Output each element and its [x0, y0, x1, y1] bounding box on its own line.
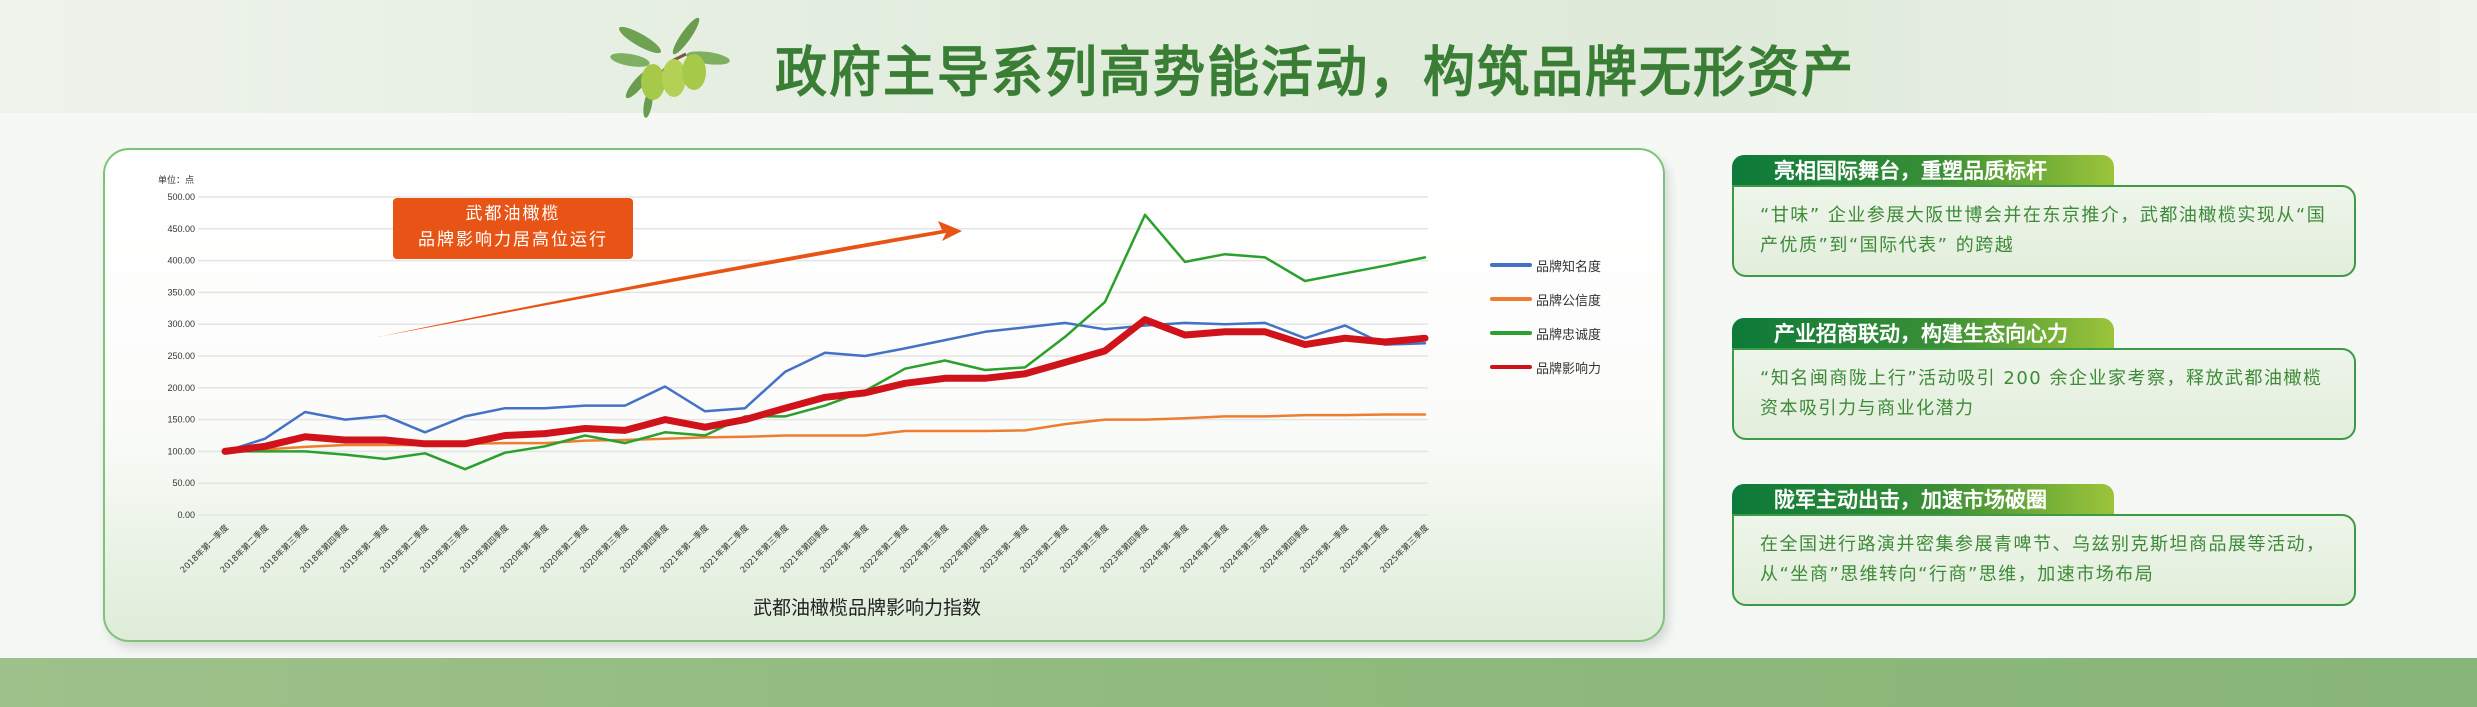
panel-heading: 产业招商联动，构建生态向心力 — [1732, 318, 2114, 350]
legend-label: 品牌公信度 — [1536, 293, 1602, 309]
chart-legend: 品牌知名度 品牌公信度 品牌忠诚度 品牌影响力 — [1490, 248, 1601, 384]
y-tick-label: 100.00 — [167, 446, 195, 456]
y-tick-label: 450.00 — [167, 224, 195, 234]
legend-swatch-icon — [1490, 263, 1532, 267]
legend-item-influence: 品牌影响力 — [1490, 350, 1601, 384]
callout-line-2: 品牌影响力居高位运行 — [418, 230, 608, 250]
y-tick-label: 250.00 — [167, 351, 195, 361]
page-title: 政府主导系列高势能活动，构筑品牌无形资产 — [775, 40, 1856, 105]
trend-arrow-icon — [378, 221, 962, 337]
y-tick-label: 500.00 — [167, 192, 195, 202]
legend-item-credibility: 品牌公信度 — [1490, 282, 1601, 316]
panel-heading: 亮相国际舞台，重塑品质标杆 — [1732, 155, 2114, 187]
legend-swatch-icon — [1490, 365, 1532, 369]
olive-branch-icon — [610, 17, 730, 118]
y-tick-label: 50.00 — [172, 478, 195, 488]
y-tick-label: 350.00 — [167, 287, 195, 297]
legend-item-awareness: 品牌知名度 — [1490, 248, 1601, 282]
legend-swatch-icon — [1490, 331, 1532, 335]
series-line-3 — [221, 316, 1429, 455]
chart-card — [103, 148, 1665, 642]
panel-body: “甘味” 企业参展大阪世博会并在东京推介，武都油橄榄实现从“国产优质”到“国际代… — [1732, 185, 2356, 277]
panel-heading: 陇军主动出击，加速市场破圈 — [1732, 484, 2114, 516]
y-tick-label: 200.00 — [167, 383, 195, 393]
legend-swatch-icon — [1490, 297, 1532, 301]
series-line-2 — [223, 213, 1427, 471]
legend-label: 品牌知名度 — [1536, 259, 1602, 275]
y-tick-label: 300.00 — [167, 319, 195, 329]
panel-body: 在全国进行路演并密集参展青啤节、乌兹别克斯坦商品展等活动，从“坐商”思维转向“行… — [1732, 514, 2356, 606]
y-axis-unit-label: 单位：点 — [158, 176, 195, 186]
panel-body: “知名闽商陇上行”活动吸引 200 余企业家考察，释放武都油橄榄资本吸引力与商业… — [1732, 348, 2356, 440]
legend-label: 品牌忠诚度 — [1536, 327, 1602, 343]
legend-item-loyalty: 品牌忠诚度 — [1490, 316, 1601, 350]
legend-label: 品牌影响力 — [1536, 361, 1602, 377]
y-tick-label: 0.00 — [177, 510, 195, 520]
footer-band — [0, 658, 2477, 707]
callout-line-1: 武都油橄榄 — [465, 204, 561, 224]
header-banner: 政府主导系列高势能活动，构筑品牌无形资产 — [0, 0, 2477, 118]
series-line-0 — [223, 321, 1427, 453]
chart-caption: 武都油橄榄品牌影响力指数 — [753, 597, 982, 619]
chart-callout: 武都油橄榄 品牌影响力居高位运行 — [393, 198, 633, 259]
y-tick-label: 400.00 — [167, 256, 195, 266]
y-tick-label: 150.00 — [167, 415, 195, 425]
